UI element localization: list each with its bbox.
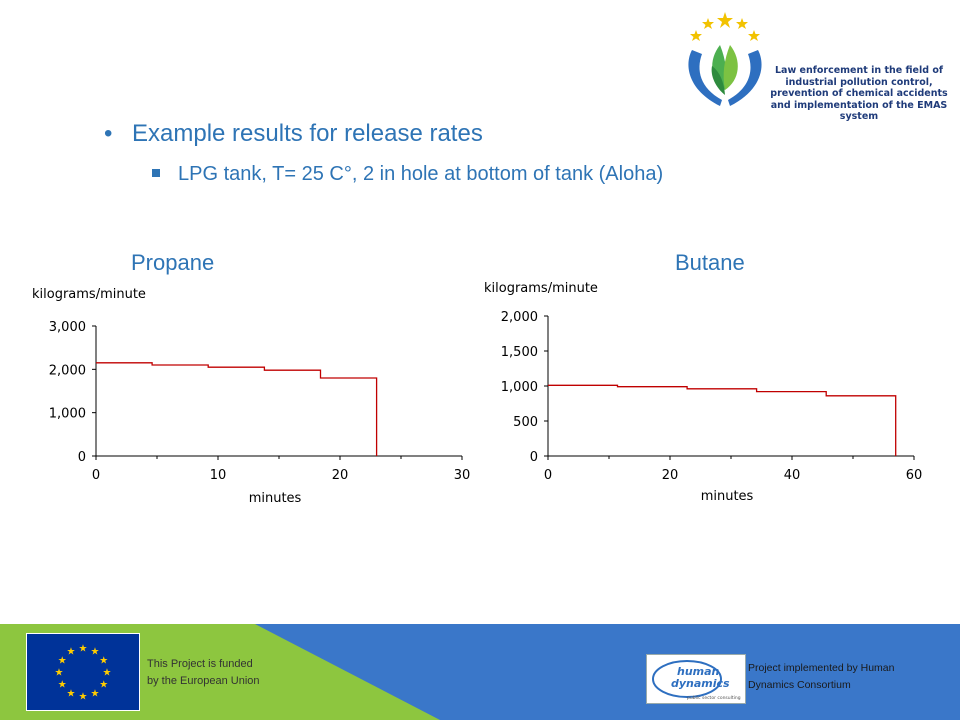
x-tick-label: 60 [906,468,923,483]
eu-star-icon: ★ [55,668,64,679]
implementer-text: Project implemented by Human Dynamics Co… [748,660,938,694]
project-logo: Law enforcement in the field of industri… [680,10,948,122]
y-tick-label: 2,000 [49,363,86,378]
eu-star-icon: ★ [99,680,108,691]
propane-chart-title: Propane [131,250,215,275]
x-tick-label: 0 [92,468,100,483]
hd-text-line: Project implemented by Human [748,662,895,674]
x-axis-label: minutes [701,489,754,504]
y-tick-label: 3,000 [49,320,86,335]
main-bullet-text: Example results for release rates [132,120,483,147]
y-tick-label: 1,000 [501,380,538,395]
eu-star-icon: ★ [79,644,88,655]
y-tick-label: 0 [78,450,86,465]
y-tick-label: 2,000 [501,310,538,325]
x-axis-label: minutes [249,491,302,506]
eu-funding-text: This Project is funded by the European U… [147,656,260,690]
hd-text-line: Dynamics Consortium [748,679,851,691]
eu-star-icon: ★ [58,680,67,691]
x-tick-label: 30 [454,468,471,483]
y-tick-label: 500 [513,415,538,430]
eu-star-icon: ★ [91,688,100,699]
eu-star-icon: ★ [79,692,88,703]
x-tick-label: 20 [332,468,349,483]
eu-star-icon: ★ [67,688,76,699]
hd-logo-tagline: public sector consulting [687,695,741,701]
y-tick-label: 1,500 [501,345,538,360]
logo-caption: Law enforcement in the field of industri… [768,65,950,123]
release-rate-line [548,384,897,456]
hd-logo-word1: human [677,665,720,678]
logo-line: and implementation of the EMAS system [770,99,948,123]
x-tick-label: 20 [662,468,679,483]
eu-flag-icon: ★ ★ ★ ★ ★ ★ ★ ★ ★ ★ ★ ★ [26,633,140,711]
eu-star-icon: ★ [91,647,100,658]
eu-text-line: by the European Union [147,675,260,687]
x-tick-label: 10 [210,468,227,483]
y-axis-label: kilograms/minute [484,281,598,296]
human-dynamics-logo: human dynamics public sector consulting [646,654,746,704]
logo-line: Law enforcement in the field of [774,65,944,76]
y-tick-label: 1,000 [49,407,86,422]
eu-star-icon: ★ [58,656,67,667]
y-tick-label: 0 [530,450,538,465]
x-tick-label: 40 [784,468,801,483]
eu-star-icon: ★ [103,668,112,679]
eu-star-icon: ★ [99,656,108,667]
butane-chart-title: Butane [675,250,745,275]
eu-text-line: This Project is funded [147,658,253,670]
x-tick-label: 0 [544,468,552,483]
logo-line: industrial pollution control, [785,76,933,88]
hands-leaves-logo-icon [688,12,762,106]
release-rate-line [96,362,378,456]
sub-bullet-text: LPG tank, T= 25 C°, 2 in hole at bottom … [178,163,664,185]
square-bullet-icon [152,169,160,177]
hd-logo-word2: dynamics [671,677,730,690]
y-axis-label: kilograms/minute [32,287,146,302]
release-rate-charts: 0 1,000 2,000 3,000 0 10 20 30 kilograms/minute m… [32,281,923,506]
logo-line: prevention of chemical accidents [770,88,948,99]
eu-star-icon: ★ [67,647,76,658]
bullet-dot-icon: • [104,120,113,147]
